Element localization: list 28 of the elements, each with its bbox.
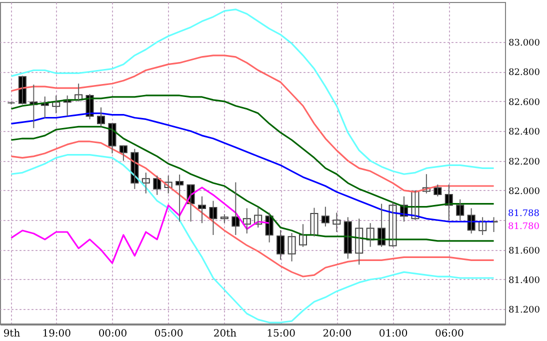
y-tick-label: 82.200 — [508, 157, 540, 168]
text: 81.788 — [508, 208, 540, 219]
y-tick-label: 81.600 — [508, 246, 540, 256]
x-tick-label: 20:00 — [322, 328, 352, 340]
y-tick-label: 81.200 — [508, 306, 540, 316]
candlestick — [321, 206, 330, 228]
line-series — [10, 140, 495, 278]
x-tick-label: 20th — [213, 328, 238, 340]
candlestick — [220, 214, 228, 224]
y-tick-label: 82.800 — [508, 68, 540, 78]
x-tick-label: 01:00 — [378, 328, 408, 340]
x-tick-label: 9th — [3, 328, 21, 340]
x-tick-label: 15:00 — [266, 328, 296, 340]
y-tick-label: 82.600 — [508, 98, 540, 108]
line-series — [10, 154, 495, 324]
y-tick-label: 83.000 — [508, 38, 540, 49]
x-tick-label: 00:00 — [98, 328, 128, 340]
line-series — [10, 8, 495, 175]
x-tick-label: 06:00 — [434, 328, 464, 340]
x-tick-label: 05:00 — [154, 328, 184, 340]
text: 81.780 — [508, 222, 540, 232]
candlestick — [332, 212, 341, 232]
y-tick-label: 82.000 — [508, 186, 540, 197]
candlestick — [7, 100, 16, 105]
y-tick-label: 81.400 — [508, 276, 540, 286]
y-tick-label: 82.400 — [508, 128, 540, 138]
x-tick-label: 19:00 — [42, 328, 72, 340]
candlestick — [176, 174, 184, 222]
